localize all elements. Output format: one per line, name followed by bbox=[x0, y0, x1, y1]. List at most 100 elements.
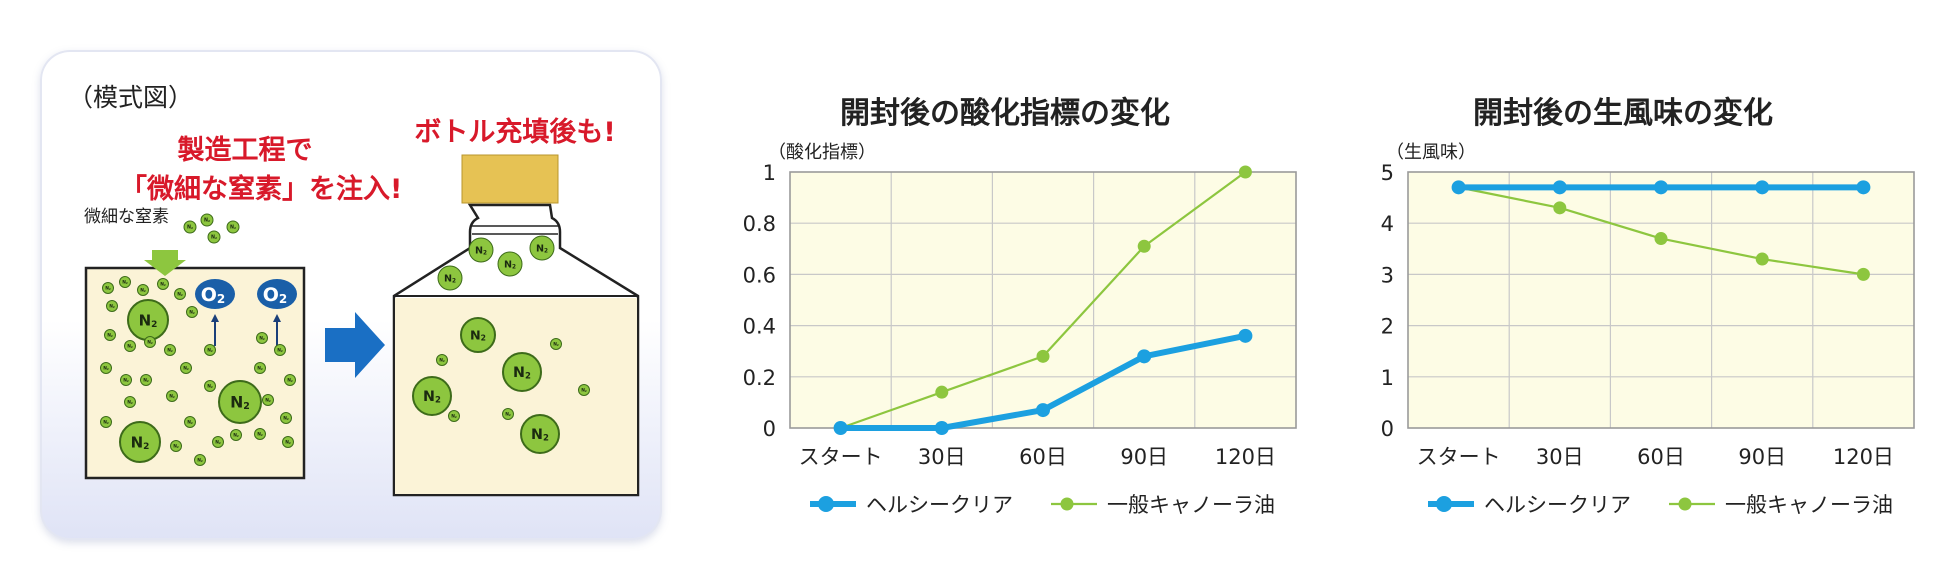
x-tick-label: 30日 bbox=[918, 445, 966, 469]
svg-text:N2: N2 bbox=[257, 366, 263, 372]
n2-molecule: N2 bbox=[180, 362, 192, 374]
n2-molecule: N2 bbox=[170, 440, 182, 452]
data-point bbox=[935, 385, 949, 399]
svg-text:N2: N2 bbox=[160, 282, 166, 288]
n2-molecule: N2 bbox=[550, 338, 562, 350]
y-tick-label: 3 bbox=[1381, 263, 1394, 287]
data-point bbox=[1238, 328, 1253, 343]
data-point bbox=[1654, 232, 1668, 246]
svg-text:N2: N2 bbox=[123, 378, 129, 384]
n2-molecule: N2 bbox=[468, 237, 494, 263]
n2-molecule: N2 bbox=[164, 344, 176, 356]
plot-frame bbox=[789, 171, 1297, 429]
svg-text:N2: N2 bbox=[277, 348, 283, 354]
bottle-cap bbox=[461, 154, 559, 204]
n2-molecule: N2 bbox=[119, 276, 131, 288]
plot-area bbox=[1408, 172, 1914, 428]
svg-text:N2: N2 bbox=[189, 310, 195, 316]
n2-molecule: N2 bbox=[124, 340, 136, 352]
svg-text:N2: N2 bbox=[109, 304, 115, 310]
data-point bbox=[833, 421, 848, 435]
schematic-caption: （模式図） bbox=[68, 83, 194, 112]
y-tick-label: 0 bbox=[763, 417, 776, 441]
data-point bbox=[1755, 252, 1769, 266]
y-tick-label: 0 bbox=[1381, 417, 1394, 441]
process-headline-line2: 「微細な窒素」を注入! bbox=[120, 174, 403, 205]
n2-molecule: N2 bbox=[412, 376, 452, 416]
svg-text:N2: N2 bbox=[504, 259, 516, 270]
chart1-title: 開封後の酸化指標の変化 bbox=[840, 96, 1170, 131]
data-point bbox=[1552, 180, 1567, 195]
svg-text:N2: N2 bbox=[581, 388, 587, 394]
svg-text:N2: N2 bbox=[257, 432, 263, 438]
n2-molecule: N2 bbox=[256, 332, 268, 344]
n2-molecule: N2 bbox=[254, 362, 266, 374]
n2-molecule: N2 bbox=[204, 380, 216, 392]
right-arrow-icon bbox=[325, 312, 385, 378]
legend-marker bbox=[818, 496, 834, 512]
n2-molecule: N2 bbox=[520, 414, 560, 454]
n2-molecule: N2 bbox=[157, 278, 169, 290]
y-axis-label: （生風味） bbox=[1386, 142, 1476, 163]
y-tick-label: 0.2 bbox=[743, 366, 776, 390]
n2-molecule: N2 bbox=[127, 299, 169, 341]
svg-text:N2: N2 bbox=[197, 458, 203, 464]
data-point bbox=[1137, 349, 1152, 364]
n2-molecule: N2 bbox=[212, 436, 224, 448]
data-point bbox=[1451, 180, 1466, 195]
svg-text:N2: N2 bbox=[215, 440, 221, 446]
o2-molecule: O2 bbox=[257, 279, 297, 309]
svg-text:N2: N2 bbox=[177, 292, 183, 298]
bottle-headline: ボトル充填後も! bbox=[414, 117, 616, 148]
x-tick-label: 30日 bbox=[1536, 445, 1584, 469]
n2-molecule: N2 bbox=[204, 344, 216, 356]
svg-text:N2: N2 bbox=[505, 412, 511, 418]
svg-text:N2: N2 bbox=[211, 235, 217, 241]
svg-text:N2: N2 bbox=[173, 444, 179, 450]
n2-molecule: N2 bbox=[448, 410, 460, 422]
legend-label: 一般キャノーラ油 bbox=[1725, 493, 1893, 517]
svg-text:N2: N2 bbox=[127, 344, 133, 350]
o2-molecule: O2 bbox=[195, 279, 235, 309]
svg-text:N2: N2 bbox=[439, 358, 445, 364]
oxidation-chart: 0 0.2 0.4 0.6 0.8 1（酸化指標） スタート 30日 60日 90日 120日ヘルシ… bbox=[743, 142, 1297, 517]
data-point bbox=[1137, 239, 1151, 253]
svg-text:N2: N2 bbox=[169, 394, 175, 400]
svg-text:N2: N2 bbox=[167, 348, 173, 354]
x-tick-label: 60日 bbox=[1637, 445, 1685, 469]
n2-molecule: N2 bbox=[100, 362, 112, 374]
svg-text:N2: N2 bbox=[536, 243, 548, 254]
plot-area bbox=[790, 172, 1296, 428]
svg-text:N2: N2 bbox=[285, 440, 291, 446]
svg-text:N2: N2 bbox=[103, 366, 109, 372]
schematic-panel: （模式図） 製造工程で 「微細な窒素」を注入! ボトル充填後も! 微細な窒素 N… bbox=[40, 50, 662, 540]
process-headline-line1: 製造工程で bbox=[177, 135, 313, 166]
n2-molecule: N2 bbox=[437, 265, 463, 291]
y-tick-label: 0.8 bbox=[743, 212, 776, 236]
svg-text:N2: N2 bbox=[204, 218, 210, 224]
x-tick-label: スタート bbox=[799, 445, 883, 469]
data-point bbox=[1238, 165, 1252, 179]
y-tick-label: 0.6 bbox=[743, 263, 776, 287]
n2-molecule: N2 bbox=[230, 429, 242, 441]
n2-molecule: N2 bbox=[102, 282, 114, 294]
y-tick-label: 1 bbox=[763, 161, 776, 185]
x-tick-label: 90日 bbox=[1738, 445, 1786, 469]
data-point bbox=[1654, 180, 1668, 195]
svg-text:N2: N2 bbox=[140, 288, 146, 294]
n2-molecule: N2 bbox=[226, 220, 240, 234]
svg-text:N2: N2 bbox=[230, 225, 236, 231]
chart2-title: 開封後の生風味の変化 bbox=[1473, 96, 1773, 131]
x-tick-label: 120日 bbox=[1215, 445, 1276, 469]
n2-molecule: N2 bbox=[497, 251, 523, 277]
n2-molecule: N2 bbox=[186, 306, 198, 318]
process-headline: 製造工程で 「微細な窒素」を注入! bbox=[120, 128, 403, 206]
legend-marker bbox=[1678, 497, 1692, 511]
svg-text:N2: N2 bbox=[103, 420, 109, 426]
svg-text:N2: N2 bbox=[183, 366, 189, 372]
svg-text:N2: N2 bbox=[143, 378, 149, 384]
svg-text:N2: N2 bbox=[105, 286, 111, 292]
y-axis-label: （酸化指標） bbox=[768, 142, 876, 163]
data-point bbox=[934, 421, 949, 435]
